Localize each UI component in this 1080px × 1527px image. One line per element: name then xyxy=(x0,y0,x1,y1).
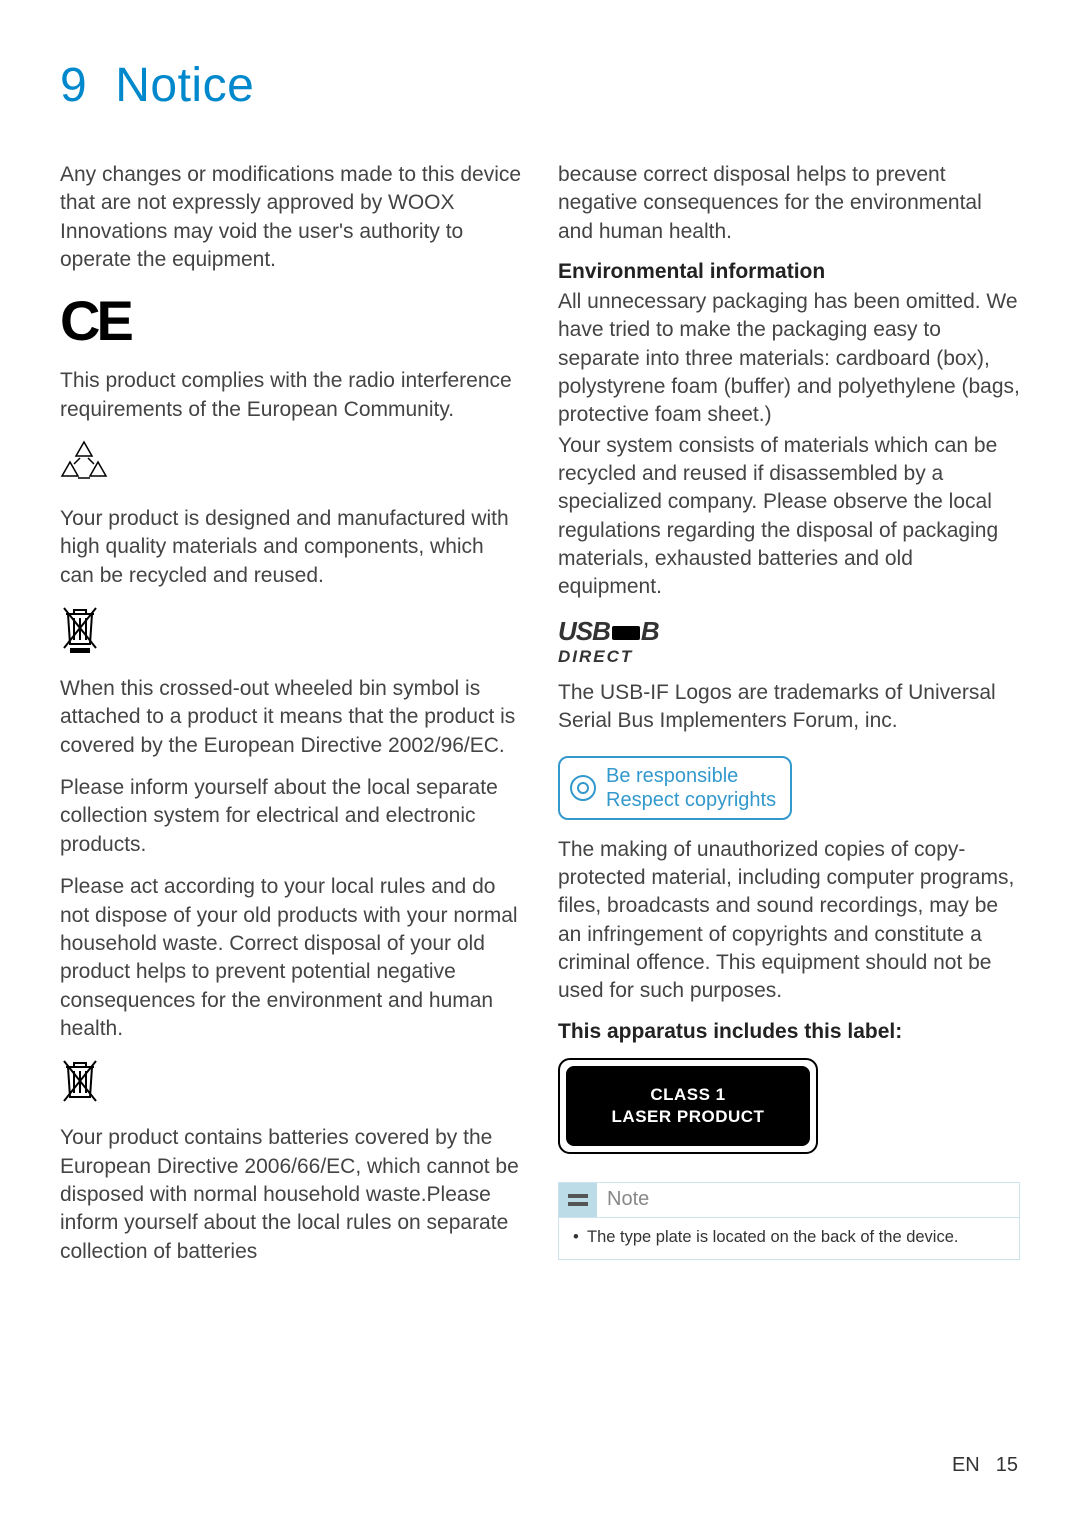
battery-bin-icon xyxy=(60,1057,522,1110)
page: 9 Notice Any changes or modifications mad… xyxy=(0,0,1080,1320)
label-heading: This apparatus includes this label: xyxy=(558,1020,1020,1044)
page-title: 9 Notice xyxy=(60,58,1020,113)
footer-lang: EN xyxy=(952,1454,980,1476)
footer-page: 15 xyxy=(996,1454,1018,1476)
env-para-1: All unnecessary packaging has been omitt… xyxy=(558,288,1020,430)
weee-para-1: When this crossed-out wheeled bin symbol… xyxy=(60,675,522,760)
weee-para-2: Please inform yourself about the local s… xyxy=(60,774,522,859)
laser-line2: LASER PRODUCT xyxy=(574,1106,802,1128)
usb-para: The USB-IF Logos are trademarks of Unive… xyxy=(558,679,1020,736)
columns: Any changes or modifications made to thi… xyxy=(60,161,1020,1280)
recycle-icon xyxy=(60,438,522,491)
cr-line2: Respect copyrights xyxy=(606,788,776,812)
right-column: because correct disposal helps to preven… xyxy=(558,161,1020,1280)
left-column: Any changes or modifications made to thi… xyxy=(60,161,522,1280)
laser-label: CLASS 1 LASER PRODUCT xyxy=(558,1058,818,1154)
env-heading: Environmental information xyxy=(558,260,1020,284)
copyright-icon xyxy=(570,775,596,801)
copyright-para: The making of unauthorized copies of cop… xyxy=(558,836,1020,1006)
intro-para: Any changes or modifications made to thi… xyxy=(60,161,522,274)
note-icon xyxy=(559,1183,597,1217)
usb-direct-logo: USBB DIRECT xyxy=(558,616,1020,667)
note-title: Note xyxy=(607,1184,649,1215)
battery-para: Your product contains batteries covered … xyxy=(60,1124,522,1266)
env-para-2: Your system consists of materials which … xyxy=(558,432,1020,602)
note-box: Note The type plate is located on the ba… xyxy=(558,1182,1020,1260)
weee-bin-icon xyxy=(60,604,522,661)
section-number: 9 xyxy=(60,59,87,112)
weee-para-3: Please act according to your local rules… xyxy=(60,873,522,1043)
ce-para: This product complies with the radio int… xyxy=(60,367,522,424)
ce-mark-icon: CE xyxy=(60,288,522,353)
cont-para: because correct disposal helps to preven… xyxy=(558,161,1020,246)
laser-line1: CLASS 1 xyxy=(574,1084,802,1106)
copyright-badge: Be responsible Respect copyrights xyxy=(558,756,792,820)
recycle-para: Your product is designed and manufacture… xyxy=(60,505,522,590)
note-item: The type plate is located on the back of… xyxy=(573,1228,1005,1247)
page-footer: EN 15 xyxy=(952,1454,1018,1477)
cr-line1: Be responsible xyxy=(606,764,776,788)
section-title: Notice xyxy=(115,59,254,112)
